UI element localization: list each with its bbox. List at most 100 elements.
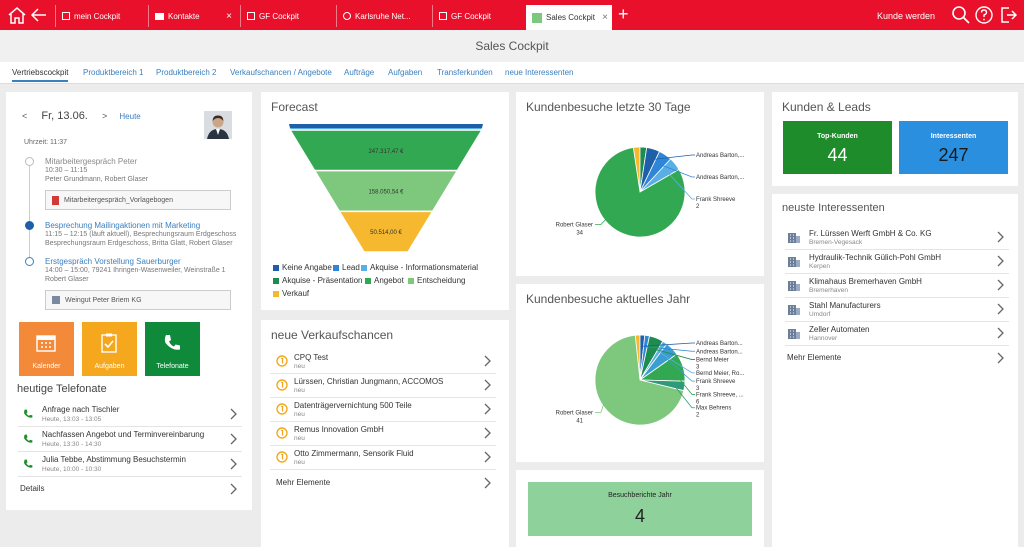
attachment-item[interactable]: Mitarbeitergespräch_Vorlagebogen: [45, 190, 231, 210]
interessenten-kpi[interactable]: Interessenten 247: [899, 121, 1008, 174]
timeline-dot: [25, 257, 34, 266]
clipboard-check-icon: [101, 333, 117, 353]
tab-icon: [247, 12, 255, 20]
home-icon[interactable]: [6, 4, 28, 26]
new-tab-button[interactable]: +: [618, 4, 629, 24]
appointment-item[interactable]: Mitarbeitergespräch Peter 10:30 – 11:15 …: [45, 157, 149, 183]
chevron-right-icon: [997, 255, 1004, 267]
top-kunden-kpi[interactable]: Top-Kunden 44: [783, 121, 892, 174]
opportunity-item[interactable]: CPQ Test neu: [270, 350, 496, 374]
tab-auftraege[interactable]: Aufträge: [344, 68, 375, 77]
funnel-value-label: 50.514,00 €: [370, 230, 402, 236]
pie-slice-label: Andreas Barton...: [696, 341, 743, 347]
opportunity-item[interactable]: Remus Innovation GmbH neu: [270, 422, 496, 446]
chevron-right-icon: [484, 403, 491, 415]
chevron-right-icon: [230, 433, 237, 445]
pie-slice[interactable]: [594, 147, 686, 238]
legend-swatch: [273, 290, 279, 297]
close-icon[interactable]: ×: [602, 12, 608, 23]
pie-leader-line: [658, 351, 695, 374]
prospect-item[interactable]: Zeller Automaten Hannover: [785, 322, 1009, 346]
funnel-band-keine-angabe: [289, 124, 483, 128]
prospect-item[interactable]: Hydraulik-Technik Gülich-Pohl GmbH Kerpe…: [785, 250, 1009, 274]
opportunity-item[interactable]: Datenträgervernichtung 500 Teile neu: [270, 398, 496, 422]
legend-swatch: [273, 277, 279, 284]
chevron-right-icon: [230, 483, 237, 495]
attachment-item[interactable]: Weingut Peter Briem KG: [45, 290, 231, 310]
opportunity-item[interactable]: Otto Zimmermann, Sensorik Fluid neu: [270, 446, 496, 470]
phone-icon: [24, 434, 33, 443]
legend-item: Akquise - Informationsmaterial: [361, 263, 478, 272]
visits-30-days-title: Kundenbesuche letzte 30 Tage: [526, 100, 691, 114]
chevron-right-icon: [484, 355, 491, 367]
today-link[interactable]: Heute: [119, 112, 141, 121]
call-item[interactable]: Anfrage nach Tischler Heute, 13:03 - 13:…: [18, 403, 242, 427]
tab-karlsruhe[interactable]: Karlsruhe Net...: [336, 5, 428, 27]
building-icon: [788, 305, 800, 315]
tab-icon: [532, 12, 542, 23]
close-icon[interactable]: ×: [226, 10, 232, 22]
tab-neue-interessenten[interactable]: neue Interessenten: [505, 68, 574, 77]
details-row[interactable]: Details: [18, 478, 242, 502]
more-opportunities-row[interactable]: Mehr Elemente: [270, 472, 496, 496]
building-icon: [788, 257, 800, 267]
chevron-right-icon: [484, 427, 491, 439]
back-arrow-icon[interactable]: [28, 4, 50, 26]
visits-year-title: Kundenbesuche aktuelles Jahr: [526, 292, 691, 306]
prospect-item[interactable]: Fr. Lürssen Werft GmbH & Co. KG Bremen-V…: [785, 226, 1009, 250]
opportunity-item[interactable]: Lürssen, Christian Jungmann, ACCOMOS neu: [270, 374, 496, 398]
appointment-item[interactable]: Besprechung Mailingaktionen mit Marketin…: [45, 221, 237, 247]
tab-transferkunden[interactable]: Transferkunden: [437, 68, 493, 77]
tab-gf-cockpit[interactable]: GF Cockpit: [240, 5, 332, 27]
tab-sales-cockpit[interactable]: Sales Cockpit ×: [526, 5, 612, 30]
prospect-item[interactable]: Klimahaus Bremerhaven GmbH Bremerhaven: [785, 274, 1009, 298]
pie-slice-label: Andreas Barton...: [696, 349, 743, 355]
prospect-item[interactable]: Stahl Manufacturers Umdorf: [785, 298, 1009, 322]
pie-slice[interactable]: [594, 334, 685, 426]
search-icon[interactable]: [950, 4, 972, 26]
opportunity-icon: [276, 451, 288, 463]
building-icon: [788, 329, 800, 339]
funnel-value-label: 247.317,47 €: [368, 149, 404, 155]
kunde-werden-link[interactable]: Kunde werden: [877, 11, 936, 21]
tab-produktbereich-2[interactable]: Produktbereich 2: [156, 68, 217, 77]
pie-leader-line: [672, 370, 695, 395]
kalender-tile[interactable]: Kalender: [19, 322, 74, 376]
pie-leader-line: [649, 154, 695, 161]
chevron-right-icon: [997, 231, 1004, 243]
besuchberichte-kpi[interactable]: Besuchberichte Jahr 4: [528, 482, 752, 536]
call-item[interactable]: Julia Tebbe, Abstimmung Besuchstermin He…: [18, 453, 242, 477]
company-icon: [52, 296, 60, 304]
tab-kontakte[interactable]: Kontakte ×: [148, 5, 236, 27]
pie-slice-label: Robert Glaser: [556, 222, 593, 228]
timeline-dot: [25, 157, 34, 166]
legend-item: Lead: [333, 263, 360, 272]
tab-aufgaben[interactable]: Aufgaben: [388, 68, 423, 77]
forecast-funnel-chart: 247.317,47 € 158.050,54 € 50.514,00 €: [288, 124, 484, 253]
tab-mein-cockpit[interactable]: mein Cockpit: [55, 5, 145, 27]
pie-slice-label: Bernd Meier: [696, 358, 729, 364]
logout-icon[interactable]: [997, 4, 1019, 26]
tab-vertriebscockpit[interactable]: Vertriebscockpit: [12, 68, 69, 82]
prev-day-button[interactable]: <: [22, 111, 28, 121]
call-item[interactable]: Nachfassen Angebot und Terminvereinbarun…: [18, 428, 242, 452]
more-prospects-row[interactable]: Mehr Elemente: [785, 347, 1009, 371]
appointment-item[interactable]: Erstgespräch Vorstellung Sauerburger 14:…: [45, 257, 226, 283]
tab-verkaufschancen[interactable]: Verkaufschancen / Angebote: [230, 68, 332, 77]
chevron-right-icon: [230, 408, 237, 420]
legend-swatch: [361, 264, 367, 271]
tab-gf-cockpit-2[interactable]: GF Cockpit: [432, 5, 522, 27]
legend-item: Keine Angabe: [273, 263, 332, 272]
pie-slice-value: 2: [696, 204, 700, 210]
tab-icon: [439, 12, 447, 20]
pie-slice-value: 2: [696, 413, 700, 419]
tab-icon: [155, 12, 164, 20]
aufgaben-tile[interactable]: Aufgaben: [82, 322, 137, 376]
telefonate-tile[interactable]: Telefonate: [145, 322, 200, 376]
chevron-right-icon: [997, 352, 1004, 364]
tab-produktbereich-1[interactable]: Produktbereich 1: [83, 68, 144, 77]
help-icon[interactable]: [973, 4, 995, 26]
next-day-button[interactable]: >: [102, 111, 108, 121]
pie-leader-line: [652, 348, 695, 360]
tab-icon: [343, 12, 351, 20]
